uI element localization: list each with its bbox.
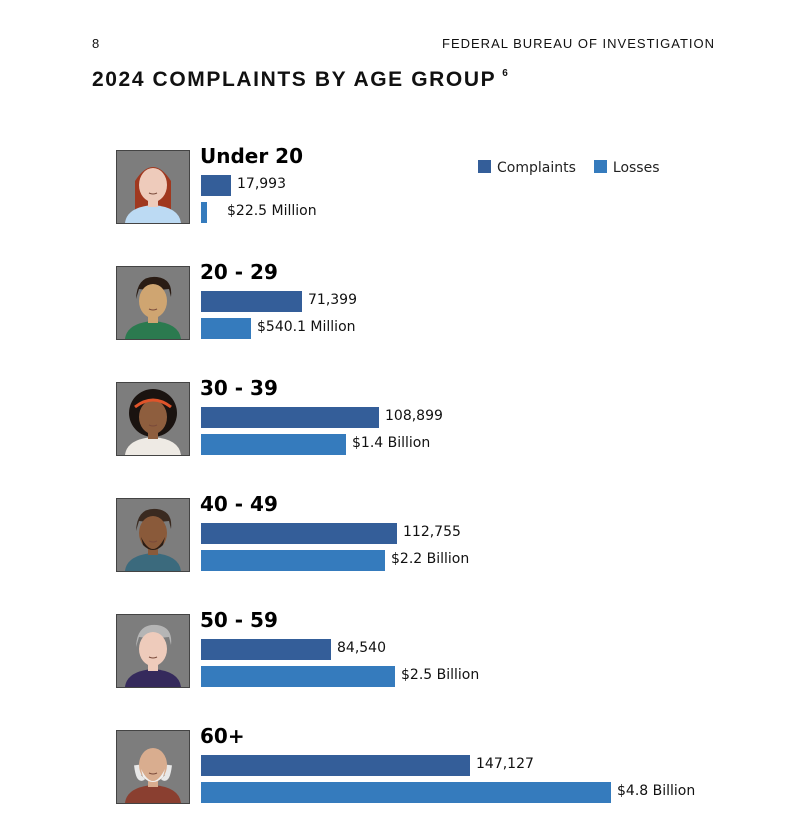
complaints-value-label: 108,899 bbox=[385, 408, 443, 424]
losses-bar bbox=[201, 666, 395, 687]
age-group-row: 50 - 59 84,540 $2.5 Billion bbox=[116, 608, 716, 714]
complaints-bar bbox=[201, 523, 397, 544]
legend-swatch-complaints bbox=[478, 160, 491, 173]
complaints-value-label: 112,755 bbox=[403, 524, 461, 540]
losses-bar bbox=[201, 434, 346, 455]
person-avatar-icon bbox=[116, 730, 190, 804]
age-group-label: Under 20 bbox=[200, 144, 304, 168]
page-title: 2024 COMPLAINTS BY AGE GROUP 6 bbox=[92, 68, 509, 92]
legend-complaints: Complaints bbox=[478, 160, 576, 176]
person-avatar-icon bbox=[116, 382, 190, 456]
footnote-ref: 6 bbox=[502, 68, 510, 79]
person-avatar-icon bbox=[116, 498, 190, 572]
person-avatar-icon bbox=[116, 614, 190, 688]
page-number: 8 bbox=[92, 36, 100, 51]
title-text: 2024 COMPLAINTS BY AGE GROUP bbox=[92, 68, 497, 91]
losses-bar bbox=[201, 782, 611, 803]
complaints-value-label: 84,540 bbox=[337, 640, 386, 656]
losses-value-label: $2.5 Billion bbox=[401, 667, 480, 683]
age-group-row: 60+ 147,127 $4.8 Billion bbox=[116, 724, 716, 830]
complaints-bar bbox=[201, 407, 379, 428]
losses-bar bbox=[201, 318, 251, 339]
legend-swatch-losses bbox=[593, 160, 607, 173]
age-group-row: 40 - 49 112,755 $2.2 Billion bbox=[116, 492, 716, 598]
age-group-row: 20 - 29 71,399 $540.1 Million bbox=[116, 260, 716, 366]
age-group-label: 20 - 29 bbox=[200, 260, 278, 284]
age-group-row: 30 - 39 108,899 $1.4 Billion bbox=[116, 376, 716, 482]
legend-label: Losses bbox=[612, 160, 660, 176]
age-group-label: 60+ bbox=[200, 724, 245, 748]
legend: Complaints Losses bbox=[478, 160, 660, 176]
age-group-label: 40 - 49 bbox=[200, 492, 278, 516]
complaints-value-label: 17,993 bbox=[237, 176, 286, 192]
legend-losses: Losses bbox=[593, 160, 660, 176]
age-group-label: 50 - 59 bbox=[200, 608, 278, 632]
complaints-value-label: 147,127 bbox=[476, 756, 534, 772]
losses-value-label: $22.5 Million bbox=[227, 203, 317, 219]
running-header: FEDERAL BUREAU OF INVESTIGATION bbox=[442, 36, 715, 51]
losses-bar bbox=[201, 202, 207, 223]
complaints-bar bbox=[201, 639, 331, 660]
complaints-value-label: 71,399 bbox=[308, 292, 357, 308]
losses-value-label: $4.8 Billion bbox=[617, 783, 696, 799]
losses-value-label: $540.1 Million bbox=[257, 319, 356, 335]
complaints-bar bbox=[201, 291, 302, 312]
legend-label: Complaints bbox=[497, 160, 576, 176]
complaints-bar bbox=[201, 175, 231, 196]
age-group-row: Under 20 17,993 $22.5 Million bbox=[116, 144, 716, 250]
age-group-label: 30 - 39 bbox=[200, 376, 278, 400]
person-avatar-icon bbox=[116, 150, 190, 224]
losses-value-label: $1.4 Billion bbox=[352, 435, 431, 451]
losses-value-label: $2.2 Billion bbox=[391, 551, 470, 567]
complaints-bar bbox=[201, 755, 470, 776]
person-avatar-icon bbox=[116, 266, 190, 340]
losses-bar bbox=[201, 550, 385, 571]
